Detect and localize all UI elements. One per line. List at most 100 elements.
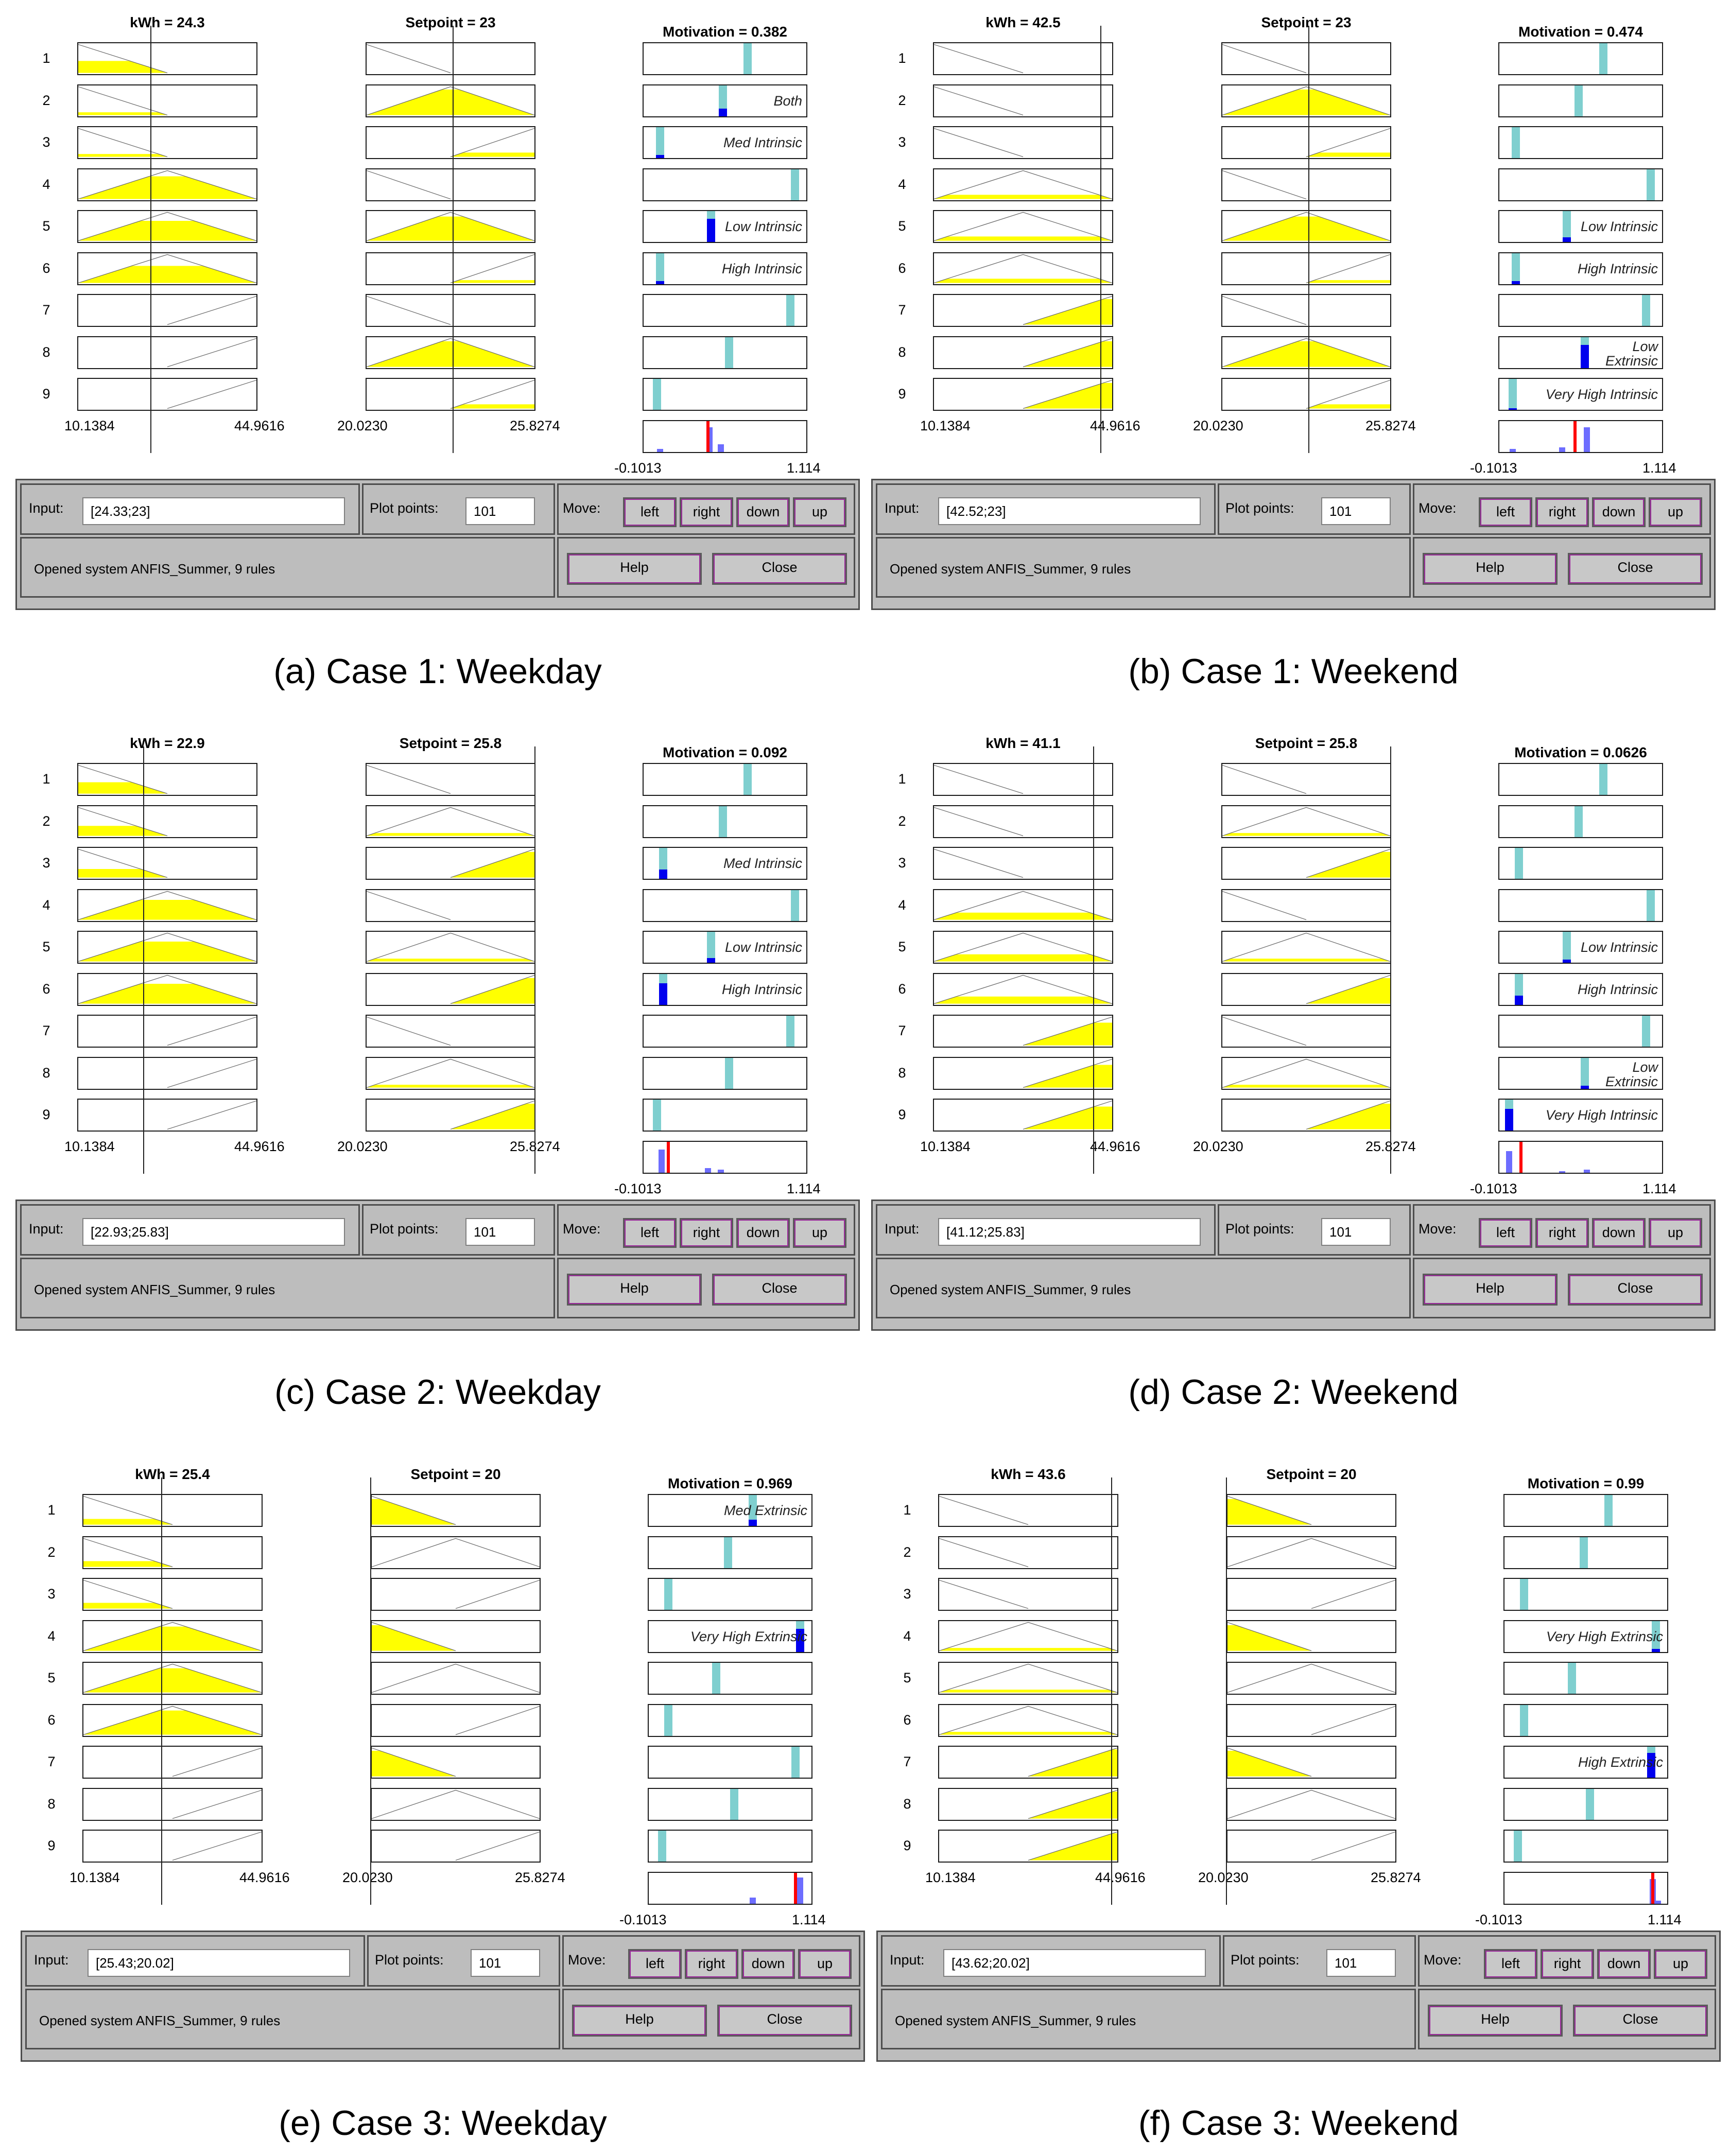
rule-active-bar: [656, 281, 664, 284]
close-button[interactable]: Close: [712, 1274, 847, 1306]
move-left-button[interactable]: left: [1479, 1218, 1532, 1248]
input-frame: Input: [41.12;25.83]: [876, 1204, 1216, 1256]
rule-number: 4: [903, 1628, 911, 1644]
close-button[interactable]: Close: [1568, 553, 1703, 585]
kwh-mf-shape: [939, 1621, 1117, 1652]
move-down-button[interactable]: down: [1597, 1949, 1651, 1979]
setpoint-input-line[interactable]: [1308, 26, 1310, 453]
aggregate-bar: [1509, 448, 1516, 452]
membership-outline: [1311, 1706, 1395, 1734]
move-left-button[interactable]: left: [1484, 1949, 1537, 1979]
membership-fill: [367, 959, 534, 962]
help-button[interactable]: Help: [567, 1274, 702, 1306]
move-down-button[interactable]: down: [736, 497, 790, 527]
kwh-input-line[interactable]: [143, 746, 145, 1174]
membership-outline: [1028, 1832, 1117, 1860]
rule-consequent-label: High Intrinsic: [721, 981, 802, 997]
input-field[interactable]: [25.43;20.02]: [88, 1949, 350, 1977]
input-field[interactable]: [22.93;25.83]: [82, 1218, 345, 1246]
plot-points-field[interactable]: 101: [1321, 497, 1391, 525]
move-right-button[interactable]: right: [1535, 1218, 1589, 1248]
membership-fill: [934, 912, 1112, 920]
rule-number: 2: [898, 813, 906, 829]
close-button[interactable]: Close: [1573, 2005, 1708, 2037]
move-up-button[interactable]: up: [1649, 497, 1702, 527]
help-button[interactable]: Help: [1423, 553, 1558, 585]
move-down-button[interactable]: down: [741, 1949, 795, 1979]
move-up-button[interactable]: up: [798, 1949, 852, 1979]
plot-points-field[interactable]: 101: [1326, 1949, 1396, 1977]
setpoint-mf-shape: [1222, 806, 1390, 837]
membership-outline: [1222, 296, 1306, 324]
membership-fill: [1306, 280, 1390, 283]
membership-outline: [78, 44, 167, 73]
output-rule-plot: [648, 1787, 812, 1821]
move-frame: Move: left right down up: [1413, 1204, 1711, 1256]
close-button[interactable]: Close: [712, 553, 847, 585]
close-button[interactable]: Close: [717, 2005, 852, 2037]
move-down-button[interactable]: down: [736, 1218, 790, 1248]
rule-consequent-label: Low Extrinsic: [1605, 338, 1658, 369]
membership-outline: [83, 1622, 262, 1650]
setpoint-membership-plot: [1221, 84, 1391, 117]
move-frame: Move: left right down up: [557, 483, 855, 535]
input-label: Input:: [29, 500, 64, 516]
plot-points-field[interactable]: 101: [471, 1949, 540, 1977]
membership-outline: [934, 975, 1112, 1003]
rule-output-bar: [730, 1788, 739, 1820]
membership-outline: [167, 1059, 256, 1087]
aggregated-output-plot: [1503, 1871, 1668, 1905]
kwh-input-line[interactable]: [1093, 746, 1095, 1174]
input-label: Input:: [34, 1952, 69, 1968]
dialog-buttons-frame: Help Close: [562, 1989, 860, 2049]
close-button[interactable]: Close: [1568, 1274, 1703, 1306]
status-text: Opened system ANFIS_Summer, 9 rules: [890, 561, 1131, 577]
move-right-button[interactable]: right: [680, 1218, 733, 1248]
kwh-input-line[interactable]: [161, 1477, 163, 1905]
move-right-button[interactable]: right: [685, 1949, 738, 1979]
setpoint-input-line[interactable]: [1225, 1477, 1227, 1905]
move-right-button[interactable]: right: [1541, 1949, 1594, 1979]
move-down-button[interactable]: down: [1592, 1218, 1646, 1248]
help-button[interactable]: Help: [1428, 2005, 1563, 2037]
input-field[interactable]: [43.62;20.02]: [943, 1949, 1206, 1977]
move-left-button[interactable]: left: [1479, 497, 1532, 527]
setpoint-membership-plot: [1221, 42, 1391, 75]
setpoint-input-line[interactable]: [370, 1477, 371, 1905]
setpoint-input-line[interactable]: [453, 26, 454, 453]
plot-points-field[interactable]: 101: [1321, 1218, 1391, 1246]
kwh-membership-plot: [77, 805, 257, 838]
move-up-button[interactable]: up: [1654, 1949, 1707, 1979]
plot-points-field[interactable]: 101: [465, 497, 535, 525]
setpoint-membership-plot: [1221, 168, 1391, 201]
move-left-button[interactable]: left: [623, 497, 677, 527]
membership-fill: [1023, 1022, 1112, 1046]
move-up-button[interactable]: up: [793, 497, 846, 527]
move-down-button[interactable]: down: [1592, 497, 1646, 527]
input-field[interactable]: [42.52;23]: [938, 497, 1201, 525]
help-button[interactable]: Help: [567, 553, 702, 585]
rule-active-bar: [1515, 995, 1524, 1005]
setpoint-input-line[interactable]: [534, 746, 536, 1174]
kwh-input-line[interactable]: [150, 26, 152, 453]
move-left-button[interactable]: left: [628, 1949, 682, 1979]
move-right-button[interactable]: right: [1535, 497, 1589, 527]
move-up-button[interactable]: up: [1649, 1218, 1702, 1248]
rule-output-bar: [1515, 848, 1524, 879]
membership-outline: [172, 1748, 262, 1776]
setpoint-input-line[interactable]: [1390, 746, 1392, 1174]
move-right-button[interactable]: right: [680, 497, 733, 527]
move-left-button[interactable]: left: [623, 1218, 677, 1248]
help-button[interactable]: Help: [1423, 1274, 1558, 1306]
setpoint-mf-shape: [1222, 890, 1390, 921]
plot-points-field[interactable]: 101: [465, 1218, 535, 1246]
kwh-input-line[interactable]: [1111, 1477, 1113, 1905]
help-button[interactable]: Help: [572, 2005, 707, 2037]
input-field[interactable]: [41.12;25.83]: [938, 1218, 1201, 1246]
output-rule-plot: Low Intrinsic: [1498, 210, 1663, 243]
kwh-input-line[interactable]: [1100, 26, 1102, 453]
move-up-button[interactable]: up: [793, 1218, 846, 1248]
input-field[interactable]: [24.33;23]: [82, 497, 345, 525]
kwh-mf-shape: [934, 932, 1112, 963]
setpoint-mf-shape: [1222, 127, 1390, 158]
